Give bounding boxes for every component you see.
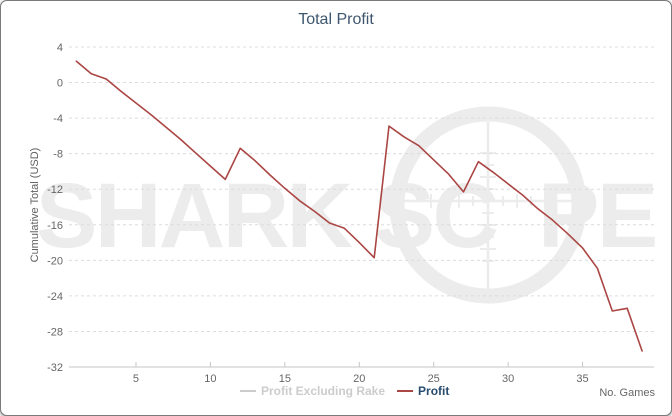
chart-title: Total Profit <box>298 11 374 28</box>
x-tick-label: 35 <box>576 373 588 385</box>
legend-item-profit[interactable]: Profit <box>397 384 449 398</box>
y-tick-label: -32 <box>47 362 63 374</box>
x-axis-title: No. Games <box>599 387 655 399</box>
x-tick-label: 15 <box>279 373 291 385</box>
y-tick-label: -16 <box>47 220 63 232</box>
legend-item-profit-excluding-rake[interactable]: Profit Excluding Rake <box>240 384 385 398</box>
x-tick-label: 5 <box>133 373 139 385</box>
legend-label: Profit <box>418 384 450 398</box>
y-tick-label: 4 <box>57 42 63 54</box>
y-tick-label: -12 <box>47 184 63 196</box>
y-tick-label: -8 <box>53 149 63 161</box>
y-tick-label: -20 <box>47 255 63 267</box>
y-tick-label: 0 <box>57 78 63 90</box>
legend-swatch-gray-line <box>240 390 256 392</box>
y-tick-label: -4 <box>53 113 63 125</box>
legend: Profit Excluding Rake Profit <box>240 384 449 398</box>
series-line-profit <box>75 60 643 352</box>
x-tick-label: 30 <box>502 373 514 385</box>
y-tick-label: -24 <box>47 291 63 303</box>
x-tick-label: 10 <box>204 373 216 385</box>
x-tick-label: 25 <box>428 373 440 385</box>
y-axis-title: Cumulative Total (USD) <box>29 147 41 263</box>
x-tick-label: 20 <box>353 373 365 385</box>
y-tick-label: -28 <box>47 326 63 338</box>
legend-swatch-red-line <box>397 390 414 392</box>
legend-label: Profit Excluding Rake <box>261 384 386 398</box>
